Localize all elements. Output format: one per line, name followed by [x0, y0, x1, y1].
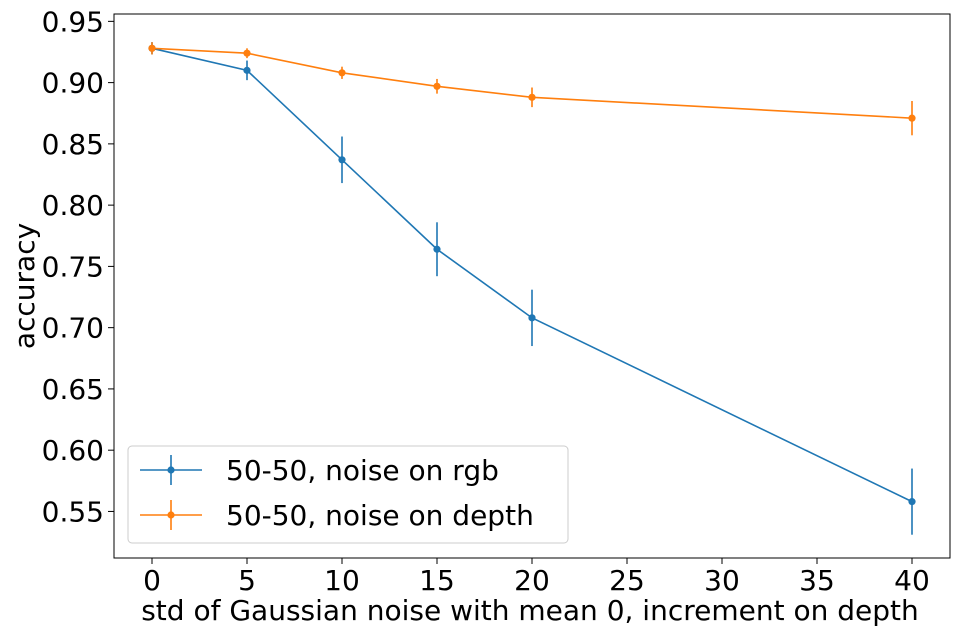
x-tick-label: 15: [419, 564, 455, 597]
series-2: [148, 42, 916, 136]
plot-area: [148, 42, 916, 535]
y-axis-ticks: 0.55 0.60 0.65 0.70 0.75 0.80 0.85 0.90 0.95: [42, 5, 114, 528]
x-tick-label: 0: [143, 564, 161, 597]
y-tick-label: 0.80: [42, 189, 104, 222]
legend-item: 50-50, noise on rgb: [140, 454, 499, 487]
legend-box: [127, 445, 569, 544]
x-tick-label: 10: [324, 564, 360, 597]
data-point: [338, 156, 346, 164]
series-line: [151, 47, 913, 119]
data-point: [243, 49, 251, 57]
y-tick-label: 0.65: [42, 373, 104, 406]
y-tick-label: 0.60: [42, 434, 104, 467]
legend-marker: [167, 466, 175, 474]
data-point: [148, 44, 156, 52]
data-point: [338, 69, 346, 77]
x-tick-label: 40: [894, 564, 930, 597]
legend-item: 50-50, noise on depth: [140, 499, 534, 532]
legend: 50-50, noise on rgb 50-50, noise on depth: [127, 445, 569, 544]
x-tick-label: 35: [799, 564, 835, 597]
x-tick-label: 5: [238, 564, 256, 597]
y-tick-label: 0.95: [42, 5, 104, 38]
data-point: [528, 314, 536, 322]
data-point: [908, 498, 916, 506]
y-tick-label: 0.85: [42, 128, 104, 161]
legend-label: 50-50, noise on depth: [226, 499, 534, 532]
x-tick-label: 20: [514, 564, 550, 597]
data-point: [908, 114, 916, 122]
y-tick-label: 0.90: [42, 67, 104, 100]
data-point: [433, 245, 441, 253]
x-axis-label: std of Gaussian noise with mean 0, incre…: [141, 594, 919, 627]
y-tick-label: 0.55: [42, 495, 104, 528]
y-axis-label: accuracy: [8, 223, 41, 349]
series-line: [151, 47, 913, 503]
data-point: [528, 93, 536, 101]
x-tick-label: 30: [704, 564, 740, 597]
legend-label: 50-50, noise on rgb: [226, 454, 499, 487]
data-point: [243, 66, 251, 74]
x-tick-label: 25: [609, 564, 645, 597]
y-tick-label: 0.70: [42, 312, 104, 345]
y-tick-label: 0.75: [42, 250, 104, 283]
data-point: [433, 82, 441, 90]
x-axis-ticks: 0 5 10 15 20 25 30 35 40: [143, 558, 930, 597]
legend-marker: [167, 511, 175, 519]
